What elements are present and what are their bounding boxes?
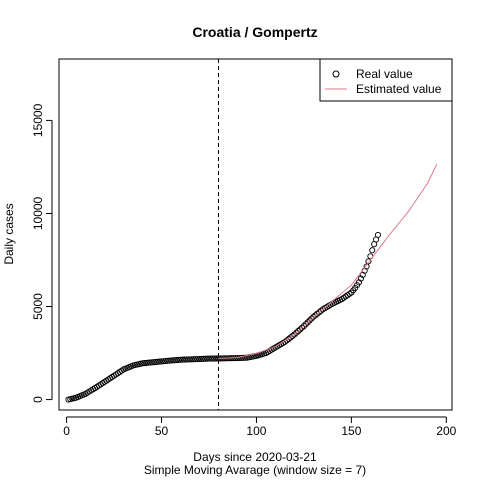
data-point <box>285 335 292 342</box>
legend-estimated-label: Estimated value <box>356 82 442 96</box>
legend-box <box>319 58 453 102</box>
data-point <box>312 312 319 319</box>
x-axis: 0 50 100 150 200 <box>63 416 457 438</box>
data-point <box>156 358 163 365</box>
data-point <box>177 356 184 363</box>
data-point <box>147 359 154 366</box>
data-point <box>374 231 382 238</box>
y-axis-label: Daily cases <box>2 203 16 264</box>
y-tick-label: 10000 <box>31 196 45 230</box>
x-tick-label: 0 <box>63 424 70 438</box>
data-point <box>300 323 307 330</box>
data-point <box>308 315 315 322</box>
data-point <box>158 358 165 365</box>
data-point <box>162 358 169 365</box>
estimated-value-line <box>218 163 438 359</box>
plot-frame <box>58 58 453 411</box>
data-point <box>190 356 197 363</box>
data-point <box>150 359 157 366</box>
data-point <box>186 356 194 363</box>
data-point <box>139 360 146 367</box>
data-point <box>145 359 152 366</box>
data-point <box>185 356 192 363</box>
y-tick-label: 0 <box>31 396 45 403</box>
legend: Real value Estimated value <box>319 58 453 102</box>
real-value-points <box>65 231 382 403</box>
x-axis-sublabel: Simple Moving Avarage (window size = 7) <box>144 463 366 477</box>
data-point <box>175 356 182 363</box>
data-point <box>166 357 173 364</box>
data-point <box>181 356 188 363</box>
data-point <box>238 354 245 361</box>
data-point <box>293 329 300 336</box>
data-point <box>188 356 195 363</box>
data-point <box>242 354 249 361</box>
data-point <box>314 310 321 317</box>
data-point <box>357 275 364 282</box>
data-point <box>141 360 148 367</box>
legend-real-marker <box>332 70 340 78</box>
data-point <box>365 258 372 265</box>
data-point <box>143 359 150 366</box>
data-point <box>204 355 211 362</box>
data-point <box>209 355 216 362</box>
x-tick-label: 100 <box>246 424 266 438</box>
data-point <box>192 356 199 363</box>
data-point <box>304 319 311 326</box>
data-point <box>152 358 159 366</box>
data-point <box>164 357 171 364</box>
data-point <box>148 359 156 366</box>
data-point <box>363 263 370 270</box>
chart-title: Croatia / Gompertz <box>192 24 317 40</box>
y-tick-label: 15000 <box>31 103 45 137</box>
x-tick-label: 150 <box>341 424 361 438</box>
data-point <box>160 358 167 365</box>
x-tick-label: 50 <box>155 424 169 438</box>
data-point <box>369 247 376 254</box>
x-tick-label: 200 <box>436 424 456 438</box>
data-point <box>302 321 309 328</box>
data-point <box>297 326 304 333</box>
y-tick-label: 5000 <box>31 293 45 320</box>
data-point <box>291 331 298 338</box>
data-point <box>298 324 306 331</box>
y-axis: 0 5000 10000 15000 <box>31 103 53 403</box>
data-point <box>200 355 207 362</box>
data-point <box>179 356 186 363</box>
data-point <box>154 358 161 365</box>
data-point <box>207 355 214 362</box>
data-point <box>205 355 213 362</box>
data-point <box>295 328 302 335</box>
data-point <box>196 355 203 363</box>
legend-real-label: Real value <box>356 67 413 81</box>
data-point <box>169 357 176 364</box>
data-point <box>287 334 294 341</box>
data-point <box>173 356 180 364</box>
data-point <box>289 332 296 339</box>
data-point <box>167 357 175 364</box>
data-point <box>310 313 317 320</box>
data-point <box>183 356 190 363</box>
data-point <box>316 309 323 316</box>
data-point <box>171 357 178 364</box>
data-point <box>355 279 363 286</box>
data-point <box>198 355 205 362</box>
estimated-value-line-group <box>218 163 438 359</box>
data-point <box>194 356 201 363</box>
data-point <box>240 354 247 361</box>
data-point <box>211 355 218 362</box>
data-point <box>306 317 313 324</box>
x-axis-label: Days since 2020-03-21 <box>193 450 317 464</box>
data-point <box>202 355 209 362</box>
